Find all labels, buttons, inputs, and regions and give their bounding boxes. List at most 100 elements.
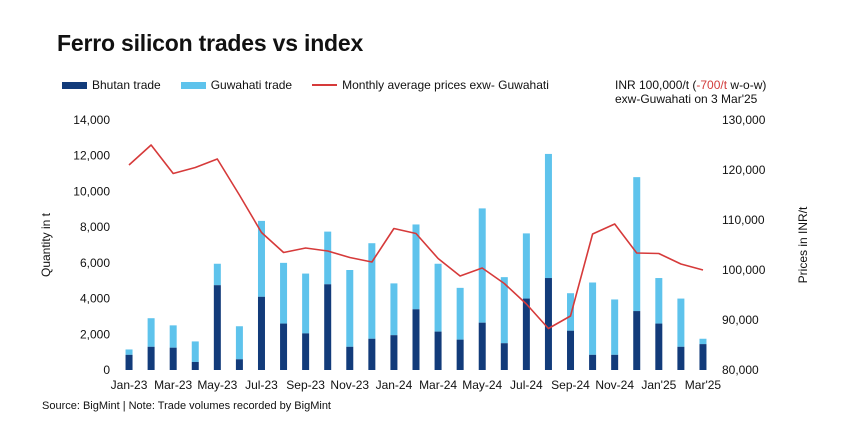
bar-guwahati <box>235 326 243 360</box>
x-tick-label: Jul-23 <box>245 378 278 392</box>
y-tick-label: 8,000 <box>80 220 110 234</box>
bar-guwahati <box>500 277 508 344</box>
bar-guwahati <box>434 263 442 332</box>
bar-guwahati <box>191 341 199 362</box>
price-note-change: -700/t <box>696 78 728 92</box>
bar-guwahati <box>567 293 575 331</box>
bar-bhutan <box>346 346 354 370</box>
legend-swatch-price <box>312 84 338 86</box>
legend-label-price: Monthly average prices exw- Guwahati <box>342 78 549 92</box>
price-line <box>128 144 704 330</box>
bar-guwahati <box>346 270 354 347</box>
bar-bhutan <box>611 354 619 370</box>
x-tick-label: Nov-24 <box>595 378 634 392</box>
price-note-prefix: INR 100,000/t ( <box>615 78 697 92</box>
price-note-line2: exw-Guwahati on 3 Mar'25 <box>615 92 758 106</box>
bar-bhutan <box>699 344 707 370</box>
bar-bhutan <box>368 338 376 370</box>
legend-item-bhutan: Bhutan trade <box>62 78 161 92</box>
legend-item-guwahati: Guwahati trade <box>180 78 293 92</box>
bar-bhutan <box>500 343 508 370</box>
x-tick-label: Jan'25 <box>641 378 676 392</box>
y-tick-label: 2,000 <box>80 327 110 341</box>
bar-guwahati <box>522 233 530 299</box>
bar-bhutan <box>677 346 685 370</box>
y2-tick-label: 80,000 <box>722 363 759 377</box>
price-note-suffix: w-o-w) <box>727 78 767 92</box>
bar-bhutan <box>147 346 155 370</box>
y2-tick-label: 90,000 <box>722 313 759 327</box>
x-tick-label: Jul-24 <box>510 378 543 392</box>
x-tick-label: Mar-24 <box>419 378 457 392</box>
price-note-line1: INR 100,000/t (-700/t w-o-w) <box>615 78 766 92</box>
bar-bhutan <box>169 347 177 370</box>
y2-tick-label: 130,000 <box>722 113 766 127</box>
x-tick-label: May-24 <box>462 378 502 392</box>
bar-guwahati <box>633 177 641 312</box>
bar-guwahati <box>302 273 310 334</box>
source-note: Source: BigMint | Note: Trade volumes re… <box>42 400 331 412</box>
bar-guwahati <box>412 224 420 310</box>
bar-guwahati <box>213 263 221 286</box>
bar-guwahati <box>147 318 155 347</box>
bar-guwahati <box>611 299 619 355</box>
bar-bhutan <box>235 359 243 370</box>
bar-guwahati <box>478 208 486 323</box>
bar-guwahati <box>456 287 464 340</box>
bar-bhutan <box>567 330 575 370</box>
bar-bhutan <box>544 278 552 370</box>
legend-item-price: Monthly average prices exw- Guwahati <box>312 78 549 92</box>
bar-bhutan <box>655 323 663 370</box>
bar-bhutan <box>280 323 288 370</box>
legend: Bhutan trade Guwahati trade Monthly aver… <box>62 78 569 92</box>
bar-guwahati <box>125 349 133 355</box>
bar-guwahati <box>390 283 398 336</box>
bar-bhutan <box>257 296 265 370</box>
chart-title: Ferro silicon trades vs index <box>57 30 364 56</box>
bar-bhutan <box>302 333 310 370</box>
y-axis-title: Quantity in t <box>39 212 53 277</box>
bar-bhutan <box>191 361 199 370</box>
legend-swatch-guwahati <box>180 81 206 89</box>
x-tick-label: Mar'25 <box>685 378 722 392</box>
x-tick-label: Nov-23 <box>330 378 369 392</box>
bar-bhutan <box>125 354 133 370</box>
legend-label-bhutan: Bhutan trade <box>92 78 161 92</box>
y-tick-label: 10,000 <box>73 184 110 198</box>
y-tick-label: 0 <box>103 363 110 377</box>
axis-layer: 0 2,000 4,000 6,000 8,000 10,000 12,000 14,000 8… <box>39 113 810 392</box>
x-tick-label: Jan-23 <box>111 378 148 392</box>
x-tick-label: Sep-24 <box>551 378 590 392</box>
bar-guwahati <box>655 278 663 324</box>
y2-axis-title: Prices in INR/t <box>796 206 810 283</box>
bar-guwahati <box>324 231 332 285</box>
price-note: INR 100,000/t (-700/t w-o-w) exw-Guwahat… <box>615 78 766 106</box>
bar-guwahati <box>368 243 376 339</box>
y2-tick-label: 110,000 <box>722 213 765 227</box>
bar-bhutan <box>390 335 398 370</box>
line-layer <box>128 144 704 330</box>
bar-bhutan <box>633 311 641 370</box>
bar-guwahati <box>280 262 288 324</box>
bar-bhutan <box>456 339 464 370</box>
y-tick-label: 14,000 <box>73 113 110 127</box>
bar-layer <box>125 153 707 370</box>
legend-label-guwahati: Guwahati trade <box>210 78 293 92</box>
bar-bhutan <box>434 331 442 370</box>
y-tick-label: 6,000 <box>80 256 110 270</box>
bar-guwahati <box>589 282 597 355</box>
x-tick-label: Sep-23 <box>286 378 325 392</box>
bar-bhutan <box>324 284 332 370</box>
bar-guwahati <box>257 220 265 297</box>
y-tick-label: 4,000 <box>80 292 110 306</box>
legend-swatch-bhutan <box>62 81 87 89</box>
y-tick-label: 12,000 <box>73 149 110 163</box>
x-tick-label: Mar-23 <box>154 378 192 392</box>
bar-bhutan <box>478 322 486 370</box>
y2-tick-label: 120,000 <box>722 163 766 177</box>
bar-bhutan <box>589 354 597 370</box>
bar-bhutan <box>522 298 530 370</box>
bar-guwahati <box>677 298 685 347</box>
bar-guwahati <box>699 338 707 345</box>
